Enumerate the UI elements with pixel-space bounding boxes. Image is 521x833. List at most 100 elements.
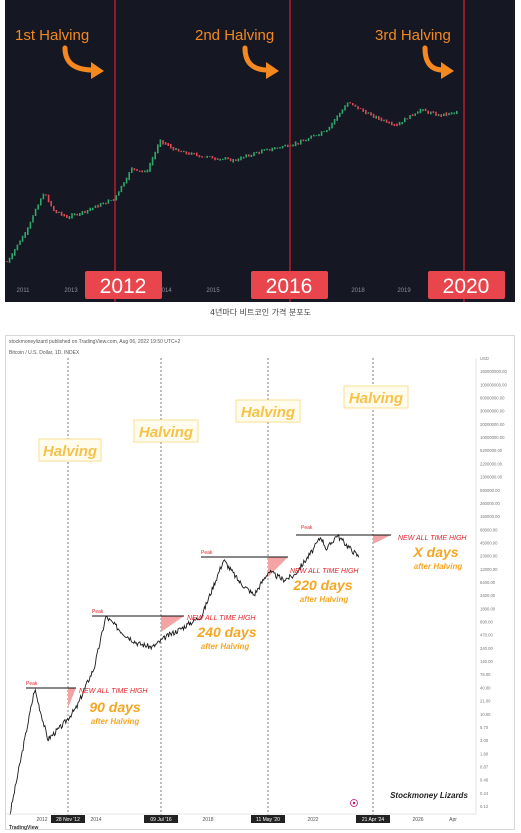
chart-caption: 4년마다 비트코인 가격 분포도 xyxy=(209,308,312,317)
halving-box-3: Halving xyxy=(235,399,301,423)
year-badge-2012: 2012 xyxy=(100,275,147,298)
x-tick-label: 2011 xyxy=(17,288,31,294)
y-tick-label: 5200000.00 xyxy=(480,448,503,453)
y-tick-label: 10000000.00 xyxy=(480,435,505,440)
after-halving-1: after Halving xyxy=(91,717,140,726)
x-tick-apr: Apr xyxy=(449,817,457,823)
arrow-icon-1 xyxy=(62,45,104,79)
date-badge-2: 09 Jul '16 xyxy=(150,817,171,823)
x-tick-label: 2014 xyxy=(158,288,172,294)
halving-label-3: 3rd Halving xyxy=(375,27,451,44)
after-halving-4: after Halving xyxy=(414,562,463,571)
y-tick-label: 0.87 xyxy=(480,764,489,769)
halving-label-1: 1st Halving xyxy=(15,27,89,44)
ath-shade-3 xyxy=(268,557,288,577)
after-halving-3: after Halving xyxy=(300,595,349,604)
x-tick-label: 2019 xyxy=(397,288,411,294)
ath-shade-2 xyxy=(161,616,184,632)
x-tick-2018: 2018 xyxy=(202,817,213,823)
x-tick-2014: 2014 xyxy=(90,817,101,823)
y-tick-label: 150000.00 xyxy=(480,514,500,519)
y-tick-label: 2200000.00 xyxy=(480,461,503,466)
date-badge-4-bg xyxy=(356,815,390,823)
top-chart-svg: 2011201320142015201720182019 1st Halving… xyxy=(6,0,505,302)
y-tick-label: 12000.00 xyxy=(480,567,498,572)
y-tick-label: 30000000.00 xyxy=(480,409,505,414)
y-tick-label: 60000000.00 xyxy=(480,396,505,401)
halving-label-2: 2nd Halving xyxy=(195,27,274,44)
y-tick-label: 590000.00 xyxy=(480,488,500,493)
y-tick-label: 240.00 xyxy=(480,646,493,651)
y-tick-label: 470.00 xyxy=(480,633,493,638)
y-tick-label: 1.60 xyxy=(480,751,489,756)
top-chart-panel: 2011201320142015201720182019 1st Halving… xyxy=(5,0,515,302)
y-tick-label: 6400.00 xyxy=(480,580,496,585)
halving-box-2: Halving xyxy=(133,419,199,443)
days-label-3: 220 days xyxy=(292,577,352,593)
ath-shade-4 xyxy=(373,535,391,544)
y-tick-label: 3400.00 xyxy=(480,593,496,598)
days-label-1: 90 days xyxy=(89,699,141,715)
halving-text-1: Halving xyxy=(43,443,97,460)
y-tick-label: 0.12 xyxy=(480,804,489,809)
y-tick-label: 140.00 xyxy=(480,659,493,664)
y-tick-label: 1300000.00 xyxy=(480,475,503,480)
days-label-4: X days xyxy=(412,544,458,560)
y-tick-label: USD xyxy=(480,356,489,361)
x-tick-2026: 2026 xyxy=(412,817,423,823)
y-tick-label: 21.00 xyxy=(480,699,491,704)
bottom-chart-panel: stockmoneylizard published on TradingVie… xyxy=(5,335,515,831)
tradingview-logo: TradingView xyxy=(9,825,38,831)
year-badge-2020: 2020 xyxy=(443,275,490,298)
y-tick-label: 1800.00 xyxy=(480,606,496,611)
y-tick-label: 45000.00 xyxy=(480,540,498,545)
halving-text-2: Halving xyxy=(139,424,193,441)
y-tick-label: 20000000.00 xyxy=(480,422,505,427)
top-price-candles xyxy=(6,102,458,263)
lizard-logo-icon xyxy=(350,799,358,807)
y-tick-label: 0.46 xyxy=(480,778,489,783)
ath-label-3: NEW ALL TIME HIGH xyxy=(290,568,359,575)
chart-symbol: Bitcoin / U.S. Dollar, 1D, INDEX xyxy=(9,350,80,356)
year-badge-2016-bg xyxy=(251,271,328,299)
y-tick-label: 160000000.00 xyxy=(480,369,507,374)
after-halving-2: after Halving xyxy=(201,642,250,651)
y-tick-label: 890.00 xyxy=(480,620,493,625)
y-tick-label: 260000.00 xyxy=(480,501,500,506)
y-tick-label: 3.00 xyxy=(480,738,489,743)
days-label-2: 240 days xyxy=(196,624,256,640)
y-tick-label: 40.00 xyxy=(480,685,491,690)
y-tick-label: 76.00 xyxy=(480,672,491,677)
peak-label-1: Peak xyxy=(26,681,38,687)
halving-text-3: Halving xyxy=(241,404,295,421)
y-tick-label: 23000.00 xyxy=(480,554,498,559)
x-tick-2022: 2022 xyxy=(307,817,318,823)
ath-label-1: NEW ALL TIME HIGH xyxy=(79,688,148,695)
date-badge-2-bg xyxy=(144,815,178,823)
y-tick-label: 5.70 xyxy=(480,725,489,730)
y-tick-label: 68000.00 xyxy=(480,527,498,532)
year-badge-2020-bg xyxy=(428,271,505,299)
halving-text-4: Halving xyxy=(349,390,403,407)
halving-box-1: Halving xyxy=(38,438,102,462)
y-tick-label: 0.24 xyxy=(480,791,489,796)
halving-box-4: Halving xyxy=(343,385,409,409)
x-tick-label: 2015 xyxy=(206,288,220,294)
date-badge-3: 11 May '20 xyxy=(256,817,280,823)
brand-label: Stockmoney Lizards xyxy=(390,791,468,800)
x-tick-label: 2013 xyxy=(64,288,78,294)
arrow-icon-2 xyxy=(242,45,279,79)
x-tick-label: 2018 xyxy=(351,288,365,294)
ath-label-2: NEW ALL TIME HIGH xyxy=(187,615,256,622)
y-tick-label: 100000000.00 xyxy=(480,382,507,387)
year-badge-2016: 2016 xyxy=(266,275,313,298)
peak-label-4: Peak xyxy=(301,525,313,531)
peak-label-2: Peak xyxy=(92,609,104,615)
y-axis-ticks: USD 160000000.00 100000000.00 60000000.00 30… xyxy=(480,356,507,809)
date-badge-1: 28 Nov '12 xyxy=(56,817,80,823)
y-tick-label: 10.00 xyxy=(480,712,491,717)
chart-header: stockmoneylizard published on TradingVie… xyxy=(9,339,180,345)
x-tick-2012: 2012 xyxy=(36,817,47,823)
ath-shade-1 xyxy=(68,688,76,708)
year-badge-2012-bg xyxy=(85,271,162,299)
